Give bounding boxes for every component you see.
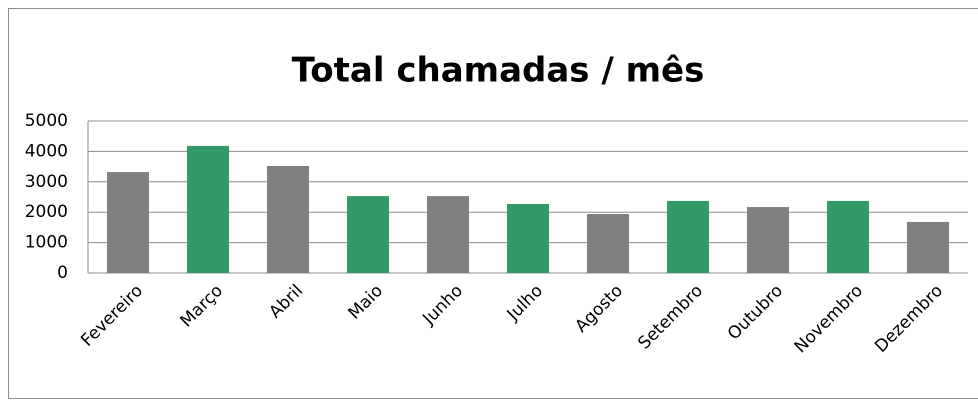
bar: [747, 207, 789, 273]
chart-title: Total chamadas / mês: [292, 51, 705, 91]
bar: [427, 196, 469, 273]
y-tick-label: 5000: [25, 111, 68, 131]
y-tick-label: 1000: [25, 233, 68, 253]
bar: [907, 221, 949, 273]
bar: [107, 172, 149, 273]
bar: [347, 196, 389, 273]
bar: [507, 203, 549, 273]
y-tick-label: 2000: [25, 202, 68, 222]
bar: [187, 145, 229, 273]
bar: [827, 200, 869, 273]
bar: [667, 200, 709, 273]
y-tick-label: 3000: [25, 172, 68, 192]
bar: [267, 165, 309, 273]
bar: [587, 214, 629, 273]
y-tick-label: 0: [57, 263, 68, 283]
y-tick-label: 4000: [25, 141, 68, 161]
chart-border: [8, 8, 978, 399]
